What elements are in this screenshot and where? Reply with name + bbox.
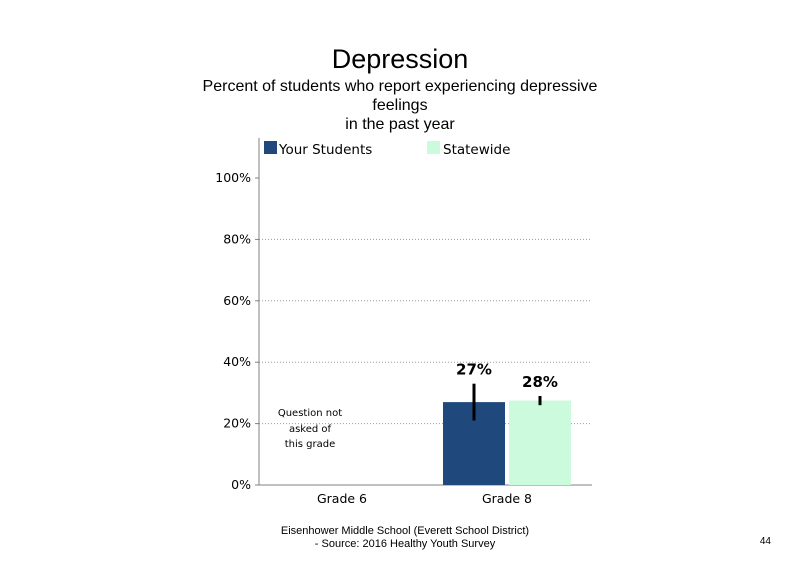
y-tick-label: 60% bbox=[223, 293, 251, 308]
y-tick-label: 100% bbox=[215, 170, 251, 185]
legend-label-your-students: Your Students bbox=[278, 142, 372, 158]
subtitle-line-1: Percent of students who report experienc… bbox=[202, 78, 598, 95]
y-tick-label: 0% bbox=[231, 477, 251, 492]
chart-subtitle: Percent of students who report experienc… bbox=[190, 77, 610, 134]
legend-swatch-statewide bbox=[427, 141, 440, 154]
data-labels: 27% 28% bbox=[456, 361, 558, 391]
x-category-label-grade-6: Grade 6 bbox=[317, 491, 367, 506]
data-label-your-students-grade-8: 27% bbox=[456, 361, 492, 379]
bar-series bbox=[443, 400, 571, 485]
legend-label-statewide: Statewide bbox=[443, 142, 510, 158]
data-label-statewide-grade-8: 28% bbox=[522, 373, 558, 391]
legend-swatch-your-students bbox=[264, 141, 277, 154]
note-line-3: this grade bbox=[285, 439, 336, 450]
gridlines bbox=[255, 177, 592, 486]
note-line-2: asked of bbox=[289, 424, 332, 435]
footer-source: Eisenhower Middle School (Everett School… bbox=[240, 525, 570, 551]
y-tick-label: 40% bbox=[223, 354, 251, 369]
note-line-1: Question not bbox=[278, 408, 342, 419]
y-tick-label: 20% bbox=[223, 416, 251, 431]
footer-line-2: - Source: 2016 Healthy Youth Survey bbox=[314, 538, 496, 550]
y-tick-labels: 0% 20% 40% 60% 80% 100% bbox=[215, 170, 251, 492]
subtitle-line-2: feelings bbox=[372, 97, 428, 114]
x-category-label-grade-8: Grade 8 bbox=[482, 491, 532, 506]
footer-line-1: Eisenhower Middle School (Everett School… bbox=[280, 525, 530, 537]
grade-6-note: Question not asked of this grade bbox=[278, 408, 342, 450]
error-bars bbox=[472, 383, 542, 421]
bar-statewide-grade-8 bbox=[509, 400, 571, 485]
legend: Your Students Statewide bbox=[264, 141, 510, 158]
chart-title: Depression bbox=[331, 44, 469, 74]
y-tick-label: 80% bbox=[223, 231, 251, 246]
page-number: 44 bbox=[759, 536, 771, 547]
subtitle-line-3: in the past year bbox=[345, 116, 455, 133]
